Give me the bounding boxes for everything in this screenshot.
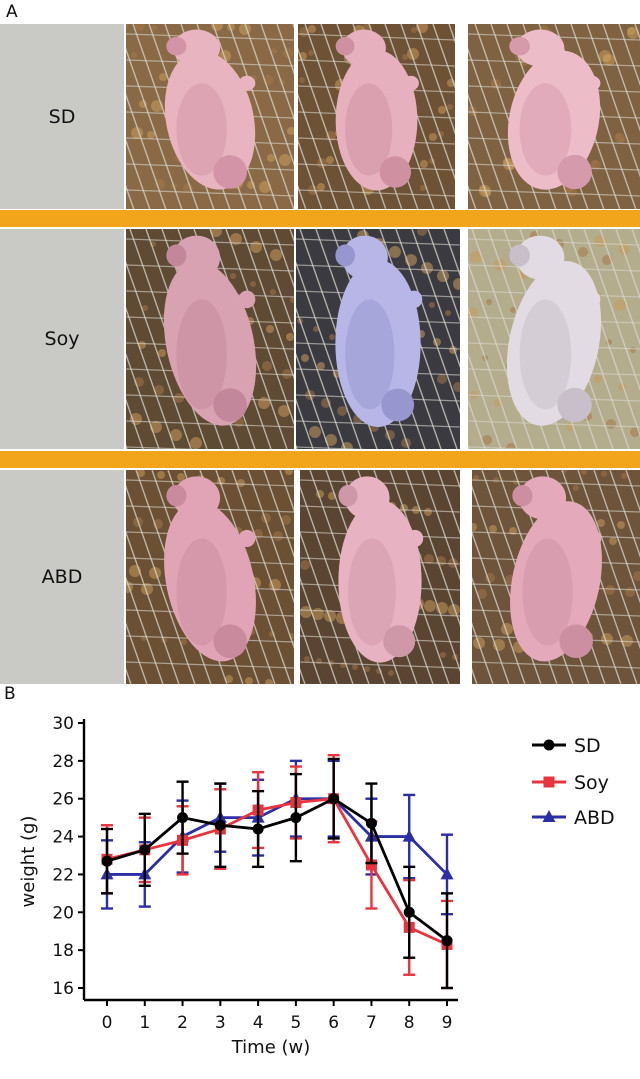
photo-panel: SD Soy ABD [0,24,640,684]
photo-image [126,24,294,209]
y-tick-label: 22 [52,865,74,885]
panel-a-letter: A [6,2,18,22]
data-point [214,819,226,831]
row-label-cell: Soy [0,229,124,449]
x-tick-label: 1 [139,1013,150,1033]
legend-marker [542,810,556,822]
y-tick-label: 26 [52,790,74,810]
x-tick-label: 9 [442,1013,453,1033]
y-tick-label: 24 [52,828,74,848]
mouse-photo [300,470,460,684]
data-point [365,859,377,871]
y-tick-label: 20 [52,903,74,923]
data-point [290,812,302,824]
row-label-sd: SD [48,105,76,128]
row-label-cell: ABD [0,470,124,684]
x-tick-label: 6 [328,1013,339,1033]
data-point [177,812,189,824]
x-axis-label: Time (w) [231,1037,311,1058]
data-point [328,793,340,805]
row-separator [0,210,640,227]
photo-image [126,229,294,449]
data-point [403,906,415,918]
mouse-photo [126,470,294,684]
row-separator [0,451,640,468]
y-tick-label: 16 [52,979,74,999]
data-point [440,867,454,880]
data-point [365,817,377,829]
row-label-soy: Soy [44,328,80,350]
series-line [106,797,448,946]
y-tick-label: 28 [52,752,74,772]
mouse-photo [126,229,294,449]
photo-image [296,229,460,449]
mouse-photo [126,24,294,209]
data-point [441,935,453,947]
x-tick-label: 5 [290,1013,301,1033]
mouse-photo [296,229,460,449]
legend-label: Soy [574,772,609,794]
data-point [402,829,416,842]
legend-marker [543,776,555,788]
series-line [107,797,448,876]
photo-image [468,229,640,449]
x-tick-label: 0 [102,1013,113,1033]
x-tick-label: 3 [215,1013,226,1033]
x-tick-label: 7 [366,1013,377,1033]
legend-label: SD [574,735,601,757]
data-point [139,844,151,856]
photo-image [298,24,455,209]
photo-image [468,24,640,209]
photo-image [126,470,294,684]
x-tick-label: 8 [404,1013,415,1033]
row-label-abd: ABD [41,566,83,588]
weight-chart: 16 18 20 22 24 26 28 30 0 1 2 3 4 5 6 7 8 9 Time (w) weight… [0,690,640,1079]
x-tick-label: 4 [253,1013,264,1033]
photo-row-soy: Soy [0,229,640,449]
panel-b-letter: B [4,684,16,704]
row-label-cell: SD [0,24,124,209]
series-line [106,797,448,942]
data-point [101,855,113,867]
photo-row-sd: SD [0,24,640,209]
mouse-photo [468,229,640,449]
photo-image [472,470,640,684]
photo-row-abd: ABD [0,470,640,684]
mouse-photo [468,24,640,209]
y-tick-label: 18 [52,941,74,961]
photo-image [300,470,460,684]
legend-label: ABD [574,807,615,829]
mouse-photo [298,24,455,209]
legend-marker [543,739,555,751]
chart-svg: 16 18 20 22 24 26 28 30 0 1 2 3 4 5 6 7 8 9 Time (w) weight… [18,714,615,1058]
x-tick-label: 2 [177,1013,188,1033]
y-tick-label: 30 [52,714,74,734]
mouse-photo [472,470,640,684]
data-point [252,823,264,835]
y-axis-label: weight (g) [18,816,39,908]
